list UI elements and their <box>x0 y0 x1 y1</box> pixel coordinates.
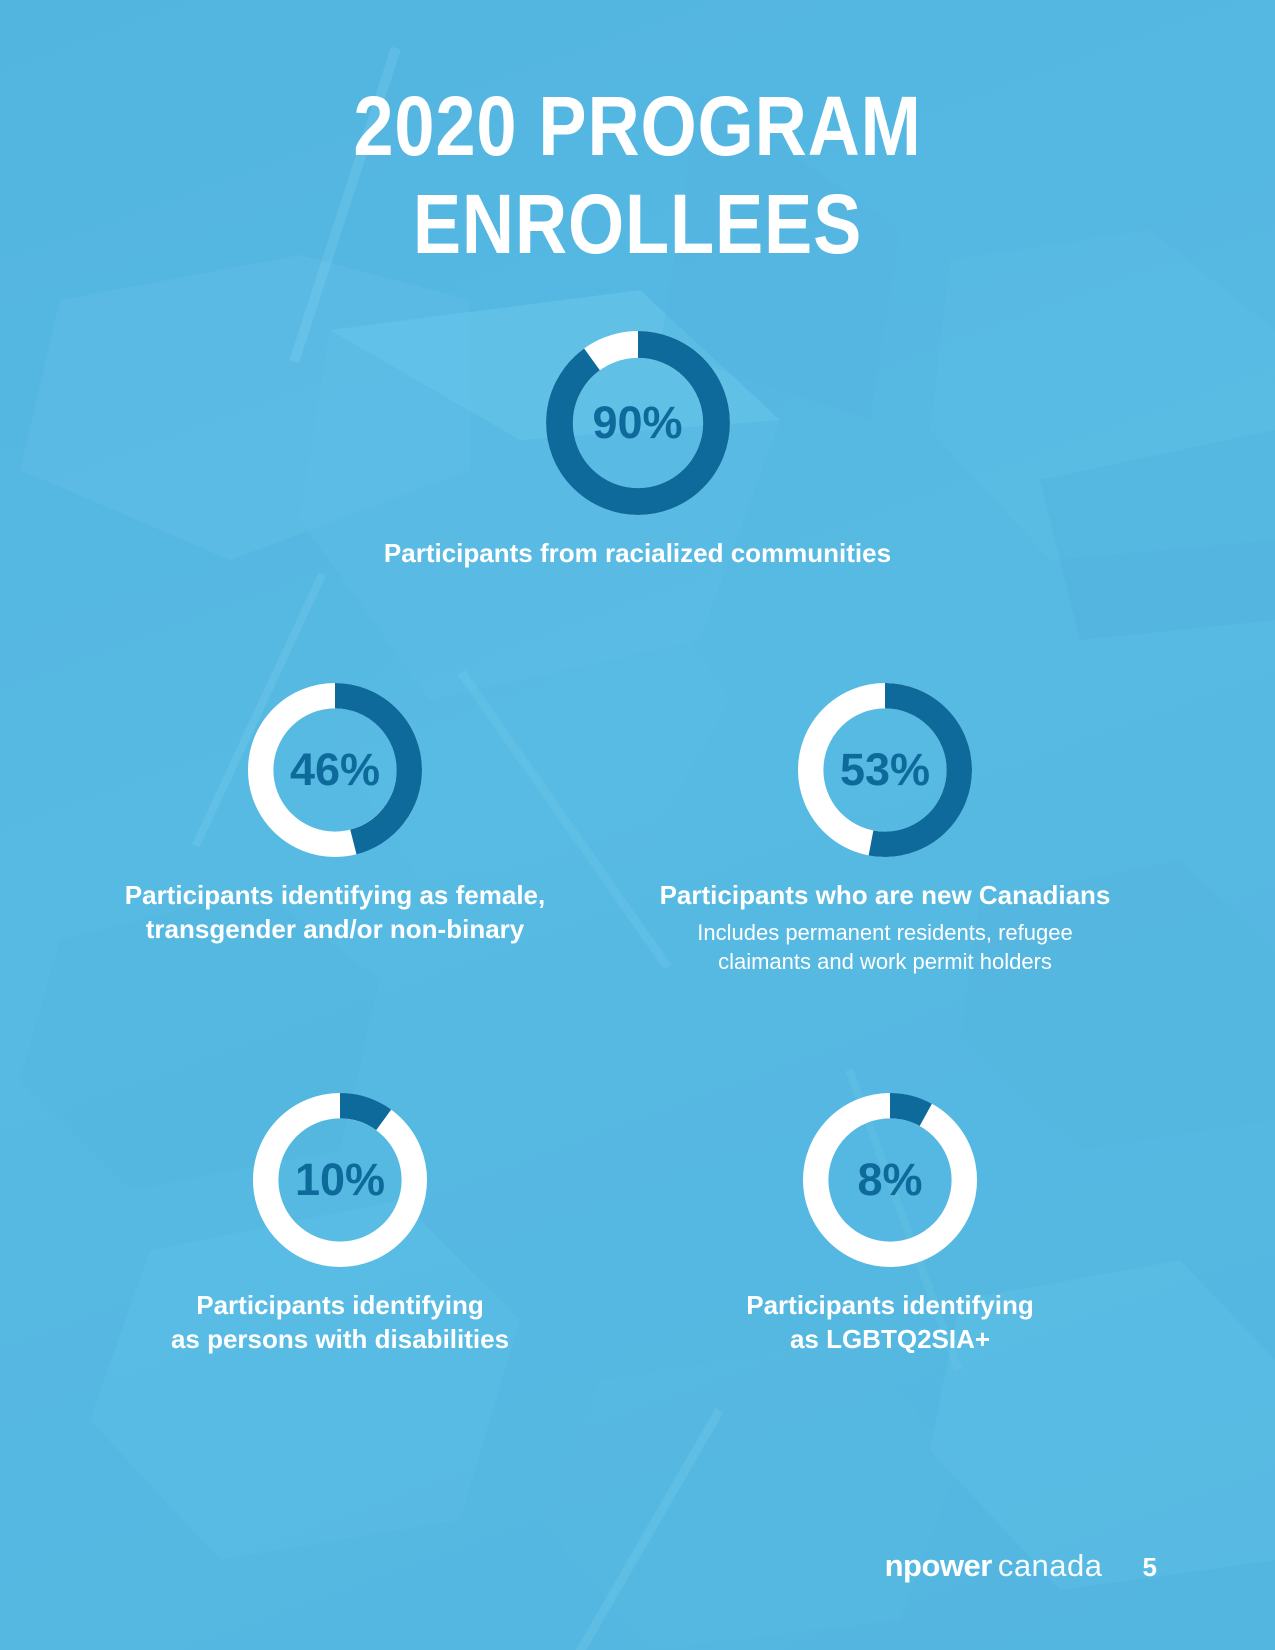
donut-chart-lgbtq2sia: 8% Participants identifying as LGBTQ2SIA… <box>615 1092 1165 1357</box>
donut-ring <box>802 1092 978 1268</box>
donut-ring <box>797 682 973 858</box>
donut-ring-wrap: 46% <box>247 682 423 858</box>
percent-label: 10% <box>294 1154 386 1205</box>
subcaption-line: claimants and work permit holders <box>718 948 1052 974</box>
subcaption-line: Includes permanent residents, refugee <box>697 920 1073 946</box>
donut-ring-wrap: 10% <box>252 1092 428 1268</box>
caption-line: Participants from racialized communities <box>383 538 892 568</box>
caption-line: Participants identifying <box>196 1290 484 1320</box>
caption-line: Participants identifying as female, <box>124 880 546 910</box>
caption-line: Participants who are new Canadians <box>659 880 1111 910</box>
caption-line: transgender and/or non-binary <box>145 914 525 945</box>
donut-chart-new-canadians: 53% Participants who are new Canadians I… <box>610 682 1160 977</box>
npower-canada-logo: npower canada <box>885 1548 1103 1584</box>
percent-label: 90% <box>592 397 683 448</box>
caption-line: as LGBTQ2SIA+ <box>789 1324 991 1355</box>
donut-chart-persons-with-disabilities: 10% Participants identifying as persons … <box>65 1092 615 1357</box>
percent-label: 53% <box>839 744 931 795</box>
logo-canada-text: canada <box>997 1548 1103 1583</box>
caption-line: as persons with disabilities <box>170 1324 510 1355</box>
page-title-line2: ENROLLEES <box>412 177 863 271</box>
chart-caption: Participants identifying as persons with… <box>171 1288 509 1357</box>
donut-chart-female-transgender-nonbinary: 46% Participants identifying as female, … <box>60 682 610 947</box>
donut-chart-racialized-communities: 90% Participants from racialized communi… <box>0 330 1275 570</box>
donut-ring <box>247 682 423 858</box>
donut-ring-wrap: 90% <box>545 330 731 516</box>
donut-ring-wrap: 53% <box>797 682 973 858</box>
percent-label: 46% <box>289 744 381 795</box>
percent-label: 8% <box>857 1154 923 1205</box>
caption-line: Participants identifying <box>746 1290 1034 1320</box>
page-title: 2020 PROGRAM ENROLLEES <box>0 84 1275 280</box>
donut-ring <box>252 1092 428 1268</box>
chart-subcaption: Includes permanent residents, refugee cl… <box>697 919 1072 976</box>
page-footer: npower canada 5 <box>885 1548 1157 1584</box>
donut-ring <box>545 331 730 515</box>
page-number: 5 <box>1142 1552 1157 1582</box>
chart-caption: Participants identifying as LGBTQ2SIA+ <box>746 1288 1034 1357</box>
donut-ring-wrap: 8% <box>802 1092 978 1268</box>
chart-caption: Participants from racialized communities <box>384 536 891 570</box>
chart-caption: Participants identifying as female, tran… <box>125 878 545 947</box>
page-title-line1: 2020 PROGRAM <box>353 79 922 173</box>
logo-npower-text: npower <box>884 1548 993 1583</box>
chart-caption: Participants who are new Canadians <box>660 878 1111 912</box>
